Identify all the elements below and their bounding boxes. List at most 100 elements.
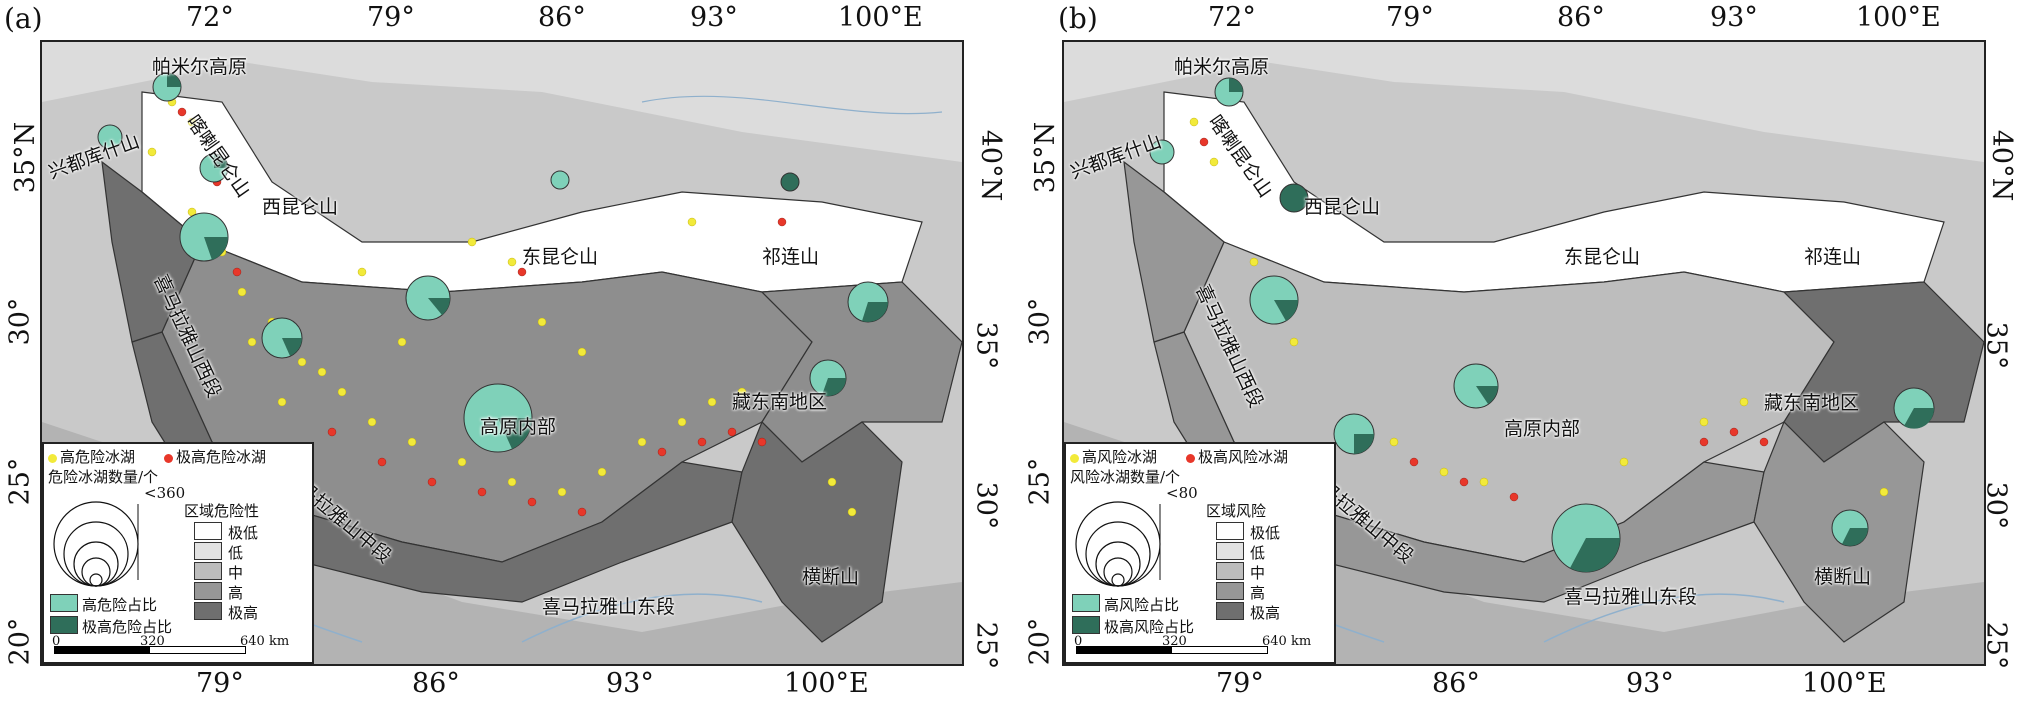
right-lat-tick: 35° <box>970 321 1002 370</box>
left-lat-tick: 35°N <box>1030 121 1062 194</box>
top-lon-tick: 79° <box>367 2 415 33</box>
legend-pie-extreme: 极高风险占比 <box>1104 618 1195 636</box>
class-swatch <box>1216 602 1244 620</box>
left-lat-tick: 30° <box>1024 297 1056 346</box>
top-lon-tick: 79° <box>1386 2 1434 33</box>
scale-label: 320 <box>1162 634 1187 649</box>
left-lat-tick: 20° <box>1024 617 1056 666</box>
region-label: 帕米尔高原 <box>1174 56 1270 78</box>
top-lon-tick: 93° <box>1710 2 1758 33</box>
class-label: 极低 <box>228 524 259 542</box>
class-label: 中 <box>228 564 244 582</box>
red-dot-icon <box>1186 453 1195 463</box>
legend-count-max: <360 <box>144 484 186 502</box>
region-label: 高原内部 <box>1504 418 1581 440</box>
scale-bar <box>54 646 246 654</box>
class-label: 低 <box>228 544 244 562</box>
yellow-dot-icon <box>1070 453 1079 463</box>
map-frame: 帕米尔高原 兴都库什山 喀喇昆仑山 西昆仑山 东昆仑山 祁连山 喜马拉雅山西段 … <box>1062 40 1986 666</box>
red-dot-icon <box>164 453 173 463</box>
legend-pie-high: 高危险占比 <box>82 596 158 614</box>
class-label: 极高 <box>228 604 259 622</box>
legend-point-high: 高风险冰湖 <box>1082 448 1158 466</box>
panel-label: (b) <box>1058 2 1098 35</box>
legend-class-title: 区域危险性 <box>184 502 260 520</box>
region-label: 东昆仑山 <box>522 246 599 268</box>
region-label: 西昆仑山 <box>1304 196 1381 218</box>
class-swatch <box>1216 562 1244 580</box>
left-lat-tick: 25° <box>1024 457 1056 506</box>
bottom-lon-tick: 93° <box>606 668 654 699</box>
region-label: 东昆仑山 <box>1564 246 1641 268</box>
bottom-lon-tick: 86° <box>412 668 460 699</box>
legend-point-extreme: 极高风险冰湖 <box>1198 448 1289 466</box>
legend-point-high: 高危险冰湖 <box>60 448 136 466</box>
pie-high-swatch <box>50 594 78 612</box>
region-label: 帕米尔高原 <box>152 56 248 78</box>
class-swatch <box>1216 522 1244 540</box>
scale-label: 320 <box>140 634 165 649</box>
map-legend: 高危险冰湖 极高危险冰湖 危险冰湖数量/个 <360 区域危险性 极低 低 中 … <box>42 442 314 664</box>
region-label: 喜马拉雅山东段 <box>1564 586 1698 608</box>
legend-count-title: 风险冰湖数量/个 <box>1070 468 1181 486</box>
legend-count-max: <80 <box>1166 484 1198 502</box>
panel-label: (a) <box>4 2 43 35</box>
pie-extreme-swatch <box>1072 616 1100 634</box>
yellow-dot-icon <box>48 453 57 463</box>
legend-size-circles <box>53 501 139 587</box>
region-label: 藏东南地区 <box>732 391 828 413</box>
class-swatch <box>194 602 222 620</box>
region-label: 西昆仑山 <box>262 196 339 218</box>
legend-pie-extreme: 极高危险占比 <box>82 618 173 636</box>
legend-size-circles <box>1075 501 1161 587</box>
left-lat-tick: 20° <box>4 617 36 666</box>
region-label: 横断山 <box>802 566 860 588</box>
class-swatch <box>194 542 222 560</box>
bottom-lon-tick: 100°E <box>1802 668 1887 699</box>
bottom-lon-tick: 79° <box>1216 668 1264 699</box>
left-lat-tick: 35°N <box>10 121 42 194</box>
legend-class-title: 区域风险 <box>1206 502 1267 520</box>
legend-point-extreme: 极高危险冰湖 <box>176 448 267 466</box>
class-label: 中 <box>1250 564 1266 582</box>
class-label: 高 <box>1250 584 1266 602</box>
map-legend: 高风险冰湖 极高风险冰湖 风险冰湖数量/个 <80 区域风险 极低 低 中 高 … <box>1064 442 1336 664</box>
left-lat-tick: 25° <box>4 457 36 506</box>
class-swatch <box>1216 582 1244 600</box>
right-lat-tick: 40°N <box>1986 129 2018 202</box>
legend-pie-high: 高风险占比 <box>1104 596 1180 614</box>
region-label: 喜马拉雅山东段 <box>542 596 676 618</box>
class-swatch <box>194 562 222 580</box>
region-label: 祁连山 <box>1804 246 1862 268</box>
top-lon-tick: 100°E <box>838 2 923 33</box>
region-pie <box>97 72 889 453</box>
class-swatch <box>1216 542 1244 560</box>
legend-count-title: 危险冰湖数量/个 <box>48 468 159 486</box>
top-lon-tick: 86° <box>538 2 586 33</box>
scale-label: 0 <box>1074 634 1083 649</box>
region-label: 藏东南地区 <box>1764 392 1860 414</box>
scale-bar <box>1076 646 1268 654</box>
right-lat-tick: 30° <box>970 481 1002 530</box>
map-frame: 帕米尔高原 兴都库什山 喀喇昆仑山 西昆仑山 东昆仑山 祁连山 喜马拉雅山西段 … <box>40 40 964 666</box>
region-label: 祁连山 <box>762 246 820 268</box>
region-label: 高原内部 <box>480 416 557 438</box>
right-lat-tick: 40°N <box>975 129 1007 202</box>
scale-label: 0 <box>52 634 61 649</box>
scale-label: 640 km <box>240 634 290 649</box>
bottom-lon-tick: 93° <box>1626 668 1674 699</box>
pie-high-swatch <box>1072 594 1100 612</box>
top-lon-tick: 72° <box>1208 2 1256 33</box>
region-pie <box>1149 77 1935 573</box>
bottom-lon-tick: 86° <box>1432 668 1480 699</box>
class-label: 高 <box>228 584 244 602</box>
class-label: 极低 <box>1250 524 1281 542</box>
top-lon-tick: 72° <box>186 2 234 33</box>
pie-extreme-swatch <box>50 616 78 634</box>
scale-label: 640 km <box>1262 634 1312 649</box>
left-lat-tick: 30° <box>4 297 36 346</box>
top-lon-tick: 100°E <box>1856 2 1941 33</box>
class-label: 极高 <box>1250 604 1281 622</box>
right-lat-tick: 25° <box>970 621 1002 670</box>
class-swatch <box>194 582 222 600</box>
